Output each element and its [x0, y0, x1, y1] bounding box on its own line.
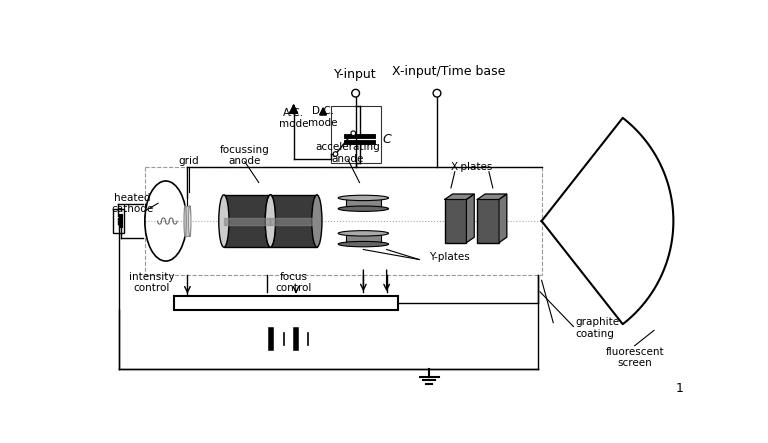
Text: A.C.
mode: A.C. mode: [279, 108, 309, 129]
Circle shape: [333, 152, 338, 156]
Bar: [346, 233, 381, 244]
Ellipse shape: [265, 195, 276, 247]
Text: fluorescent
screen: fluorescent screen: [605, 346, 664, 368]
Polygon shape: [290, 105, 297, 113]
Bar: [477, 199, 499, 243]
Polygon shape: [320, 109, 326, 115]
Text: accelerating
anode: accelerating anode: [316, 143, 380, 164]
Ellipse shape: [338, 231, 389, 236]
Circle shape: [433, 89, 441, 97]
Text: graphite
coating: graphite coating: [575, 317, 619, 339]
Bar: [445, 199, 466, 243]
Bar: [270, 195, 317, 247]
Ellipse shape: [338, 206, 389, 211]
Bar: [113, 210, 124, 233]
Ellipse shape: [338, 241, 389, 247]
Polygon shape: [499, 194, 507, 243]
Text: X-input/Time base: X-input/Time base: [392, 65, 505, 78]
Polygon shape: [477, 194, 507, 199]
Text: D.C.
mode: D.C. mode: [308, 106, 338, 128]
Text: Y-plates: Y-plates: [429, 252, 470, 262]
Polygon shape: [445, 194, 474, 199]
Bar: [224, 195, 270, 247]
Bar: [185, 206, 190, 237]
Bar: [331, 105, 381, 163]
Ellipse shape: [265, 195, 276, 247]
Ellipse shape: [189, 206, 191, 237]
Text: Y-input: Y-input: [334, 68, 377, 81]
Ellipse shape: [312, 195, 322, 247]
Polygon shape: [466, 194, 474, 243]
Circle shape: [351, 131, 356, 136]
Ellipse shape: [219, 195, 229, 247]
Ellipse shape: [184, 206, 187, 237]
Text: focussing
anode: focussing anode: [220, 145, 270, 167]
Text: heated
cathode: heated cathode: [111, 193, 154, 214]
Text: intensity
control: intensity control: [129, 272, 174, 293]
Bar: [346, 198, 381, 209]
Polygon shape: [541, 118, 674, 324]
Text: X-plates: X-plates: [451, 162, 493, 172]
Bar: [174, 296, 399, 310]
Text: C: C: [382, 133, 391, 146]
Text: 1: 1: [676, 381, 684, 395]
Circle shape: [352, 89, 359, 97]
Ellipse shape: [338, 195, 389, 201]
Text: focus
control: focus control: [276, 272, 312, 293]
Text: grid: grid: [179, 156, 200, 166]
